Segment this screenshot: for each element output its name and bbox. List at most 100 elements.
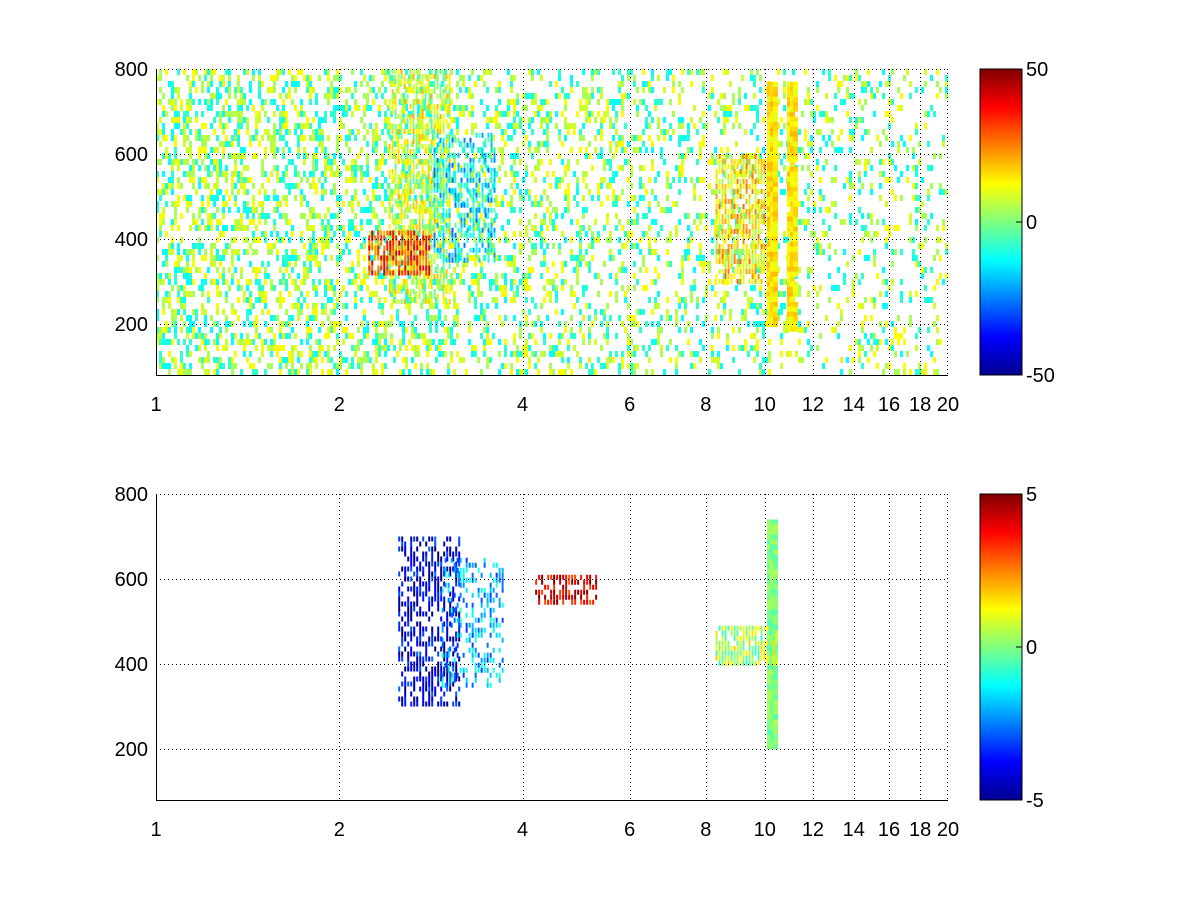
heatmap-cell — [192, 165, 195, 171]
heatmap-cell — [657, 201, 660, 207]
heatmap-cell — [397, 189, 400, 194]
heatmap-cell — [588, 261, 591, 267]
heatmap-cell — [330, 309, 333, 315]
heatmap-cell — [180, 267, 183, 273]
heatmap-cell — [675, 345, 678, 351]
heatmap-cell — [450, 231, 453, 237]
heatmap-cell — [858, 339, 861, 345]
heatmap-cell — [600, 123, 603, 129]
heatmap-cell — [612, 99, 615, 105]
heatmap-cell — [430, 284, 433, 289]
heatmap-cell — [207, 267, 210, 273]
heatmap-cell — [591, 255, 594, 261]
heatmap-cell — [447, 279, 450, 285]
heatmap-cell — [255, 135, 258, 141]
heatmap-cell — [255, 153, 258, 159]
heatmap-cell — [204, 273, 207, 279]
heatmap-cell — [415, 199, 418, 204]
heatmap-cell — [315, 315, 318, 321]
heatmap-cell — [318, 135, 321, 141]
heatmap-cell — [428, 270, 431, 276]
heatmap-cell — [339, 363, 342, 369]
heatmap-cell — [504, 345, 507, 351]
heatmap-cell — [405, 159, 408, 165]
heatmap-cell — [159, 219, 162, 225]
heatmap-cell — [654, 249, 657, 255]
heatmap-cell — [258, 75, 261, 81]
heatmap-cell — [804, 327, 807, 333]
heatmap-cell — [654, 297, 657, 303]
heatmap-cell — [873, 303, 876, 309]
heatmap-cell — [401, 230, 404, 236]
heatmap-cell — [222, 363, 225, 369]
heatmap-cell — [168, 153, 171, 159]
heatmap-cell — [684, 135, 687, 141]
heatmap-cell — [669, 315, 672, 321]
heatmap-cell — [474, 237, 477, 243]
heatmap-cell — [702, 81, 705, 87]
heatmap-cell — [216, 135, 219, 141]
heatmap-cell — [420, 195, 423, 201]
heatmap-cell — [702, 213, 705, 219]
heatmap-cell — [333, 171, 336, 177]
heatmap-cell — [438, 201, 441, 207]
heatmap-cell — [717, 213, 720, 219]
heatmap-cell — [714, 147, 717, 153]
heatmap-cell — [600, 153, 603, 159]
heatmap-cell — [333, 291, 336, 297]
heatmap-cell — [189, 99, 192, 105]
heatmap-cell — [513, 261, 516, 267]
heatmap-cell — [174, 141, 177, 147]
heatmap-cell — [276, 129, 279, 135]
heatmap-cell — [393, 291, 396, 297]
heatmap-cell — [162, 303, 165, 309]
heatmap-cell — [279, 291, 282, 297]
heatmap-cell — [418, 144, 421, 149]
heatmap-cell — [384, 147, 387, 153]
heatmap-cell — [240, 105, 243, 111]
heatmap-cell — [777, 267, 780, 273]
heatmap-cell — [366, 357, 369, 363]
heatmap-cell — [717, 225, 720, 231]
heatmap-cell — [459, 183, 462, 189]
heatmap-cell — [216, 183, 219, 189]
heatmap-cell — [189, 177, 192, 183]
heatmap-cell — [412, 274, 415, 279]
heatmap-cell — [477, 255, 480, 261]
heatmap-cell — [393, 99, 396, 105]
heatmap-cell — [436, 69, 439, 74]
heatmap-cell — [519, 207, 522, 213]
heatmap-cell — [252, 321, 255, 327]
heatmap-cell — [351, 93, 354, 99]
heatmap-cell — [567, 159, 570, 165]
heatmap-cell — [159, 333, 162, 339]
heatmap-cell — [699, 357, 702, 363]
heatmap-cell — [412, 124, 415, 129]
heatmap-cell — [876, 219, 879, 225]
heatmap-cell — [330, 93, 333, 99]
heatmap-cell — [513, 339, 516, 345]
heatmap-cell — [708, 105, 711, 111]
heatmap-cell — [645, 105, 648, 111]
heatmap-cell — [324, 309, 327, 315]
heatmap-cell — [388, 264, 391, 269]
heatmap-cell — [297, 357, 300, 363]
heatmap-cell — [633, 135, 636, 141]
heatmap-cell — [741, 171, 744, 177]
heatmap-cell — [204, 183, 207, 189]
heatmap-cell — [186, 255, 189, 261]
heatmap-cell — [618, 315, 621, 321]
heatmap-cell — [600, 87, 603, 93]
heatmap-cell — [424, 199, 427, 204]
heatmap-cell — [567, 165, 570, 171]
heatmap-cell — [210, 249, 213, 255]
heatmap-cell — [402, 231, 405, 237]
heatmap-cell — [397, 289, 400, 294]
heatmap-cell — [873, 111, 876, 117]
heatmap-cell — [876, 363, 879, 369]
heatmap-cell — [438, 213, 441, 219]
heatmap-cell — [309, 327, 312, 333]
heatmap-cell — [756, 309, 759, 315]
heatmap-cell — [522, 93, 525, 99]
heatmap-cell — [645, 123, 648, 129]
